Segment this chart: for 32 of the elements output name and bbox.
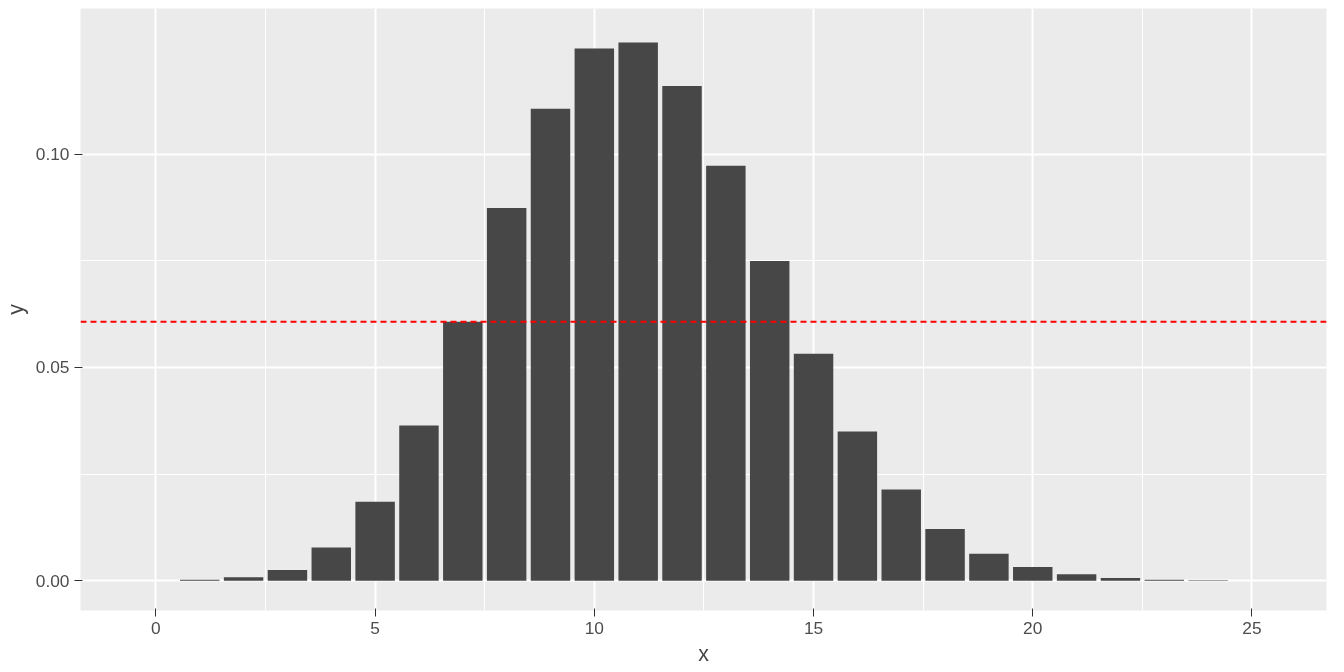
y-axis-title: y [3,303,28,315]
bar [223,577,264,581]
bar [530,108,571,581]
bar [793,353,834,581]
bar [881,489,921,581]
bar [969,553,1009,581]
bar [1056,574,1097,581]
bar [706,165,746,581]
bar [837,431,878,581]
bar [399,425,439,581]
x-tick-label: 5 [370,617,380,638]
x-tick-label: 10 [584,617,604,638]
bar [618,42,658,581]
bar [267,570,308,581]
x-tick-label: 15 [803,617,824,638]
x-axis-title: x [698,641,710,666]
y-tick-label: 0.10 [35,144,70,165]
x-tick-label: 20 [1023,617,1043,638]
y-tick-label: 0.00 [35,570,70,591]
x-tick-label: 25 [1242,617,1262,638]
bar [662,86,702,581]
bar [925,529,965,581]
bar [311,547,352,581]
bar [574,48,615,581]
bar [1100,578,1141,581]
bar [443,321,483,581]
y-tick-label: 0.05 [35,357,70,378]
bar [486,208,527,581]
x-tick-label: 0 [151,617,161,638]
bar [1013,567,1053,581]
bar [355,501,395,581]
bar [749,260,790,581]
